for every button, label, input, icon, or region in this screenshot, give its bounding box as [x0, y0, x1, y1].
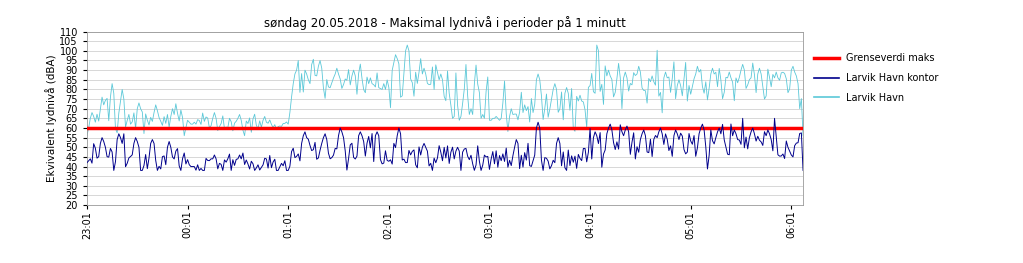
Title: søndag 20.05.2018 - Maksimal lydnivå i perioder på 1 minutt: søndag 20.05.2018 - Maksimal lydnivå i p…	[264, 16, 626, 31]
Y-axis label: Ekvivalent lydnivå (dBA): Ekvivalent lydnivå (dBA)	[45, 54, 56, 182]
Legend: Grenseverdi maks, Larvik Havn kontor, Larvik Havn: Grenseverdi maks, Larvik Havn kontor, La…	[811, 50, 942, 105]
